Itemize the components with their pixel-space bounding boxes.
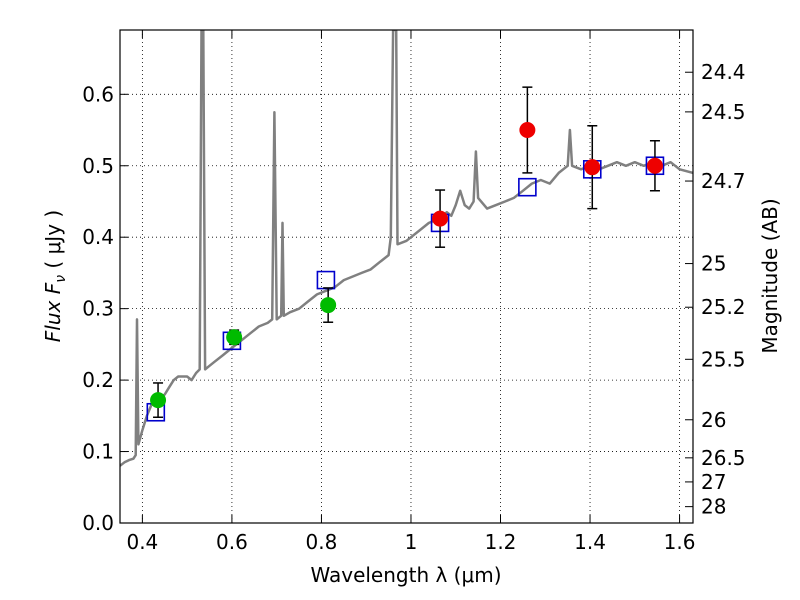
x-tick-label: 1	[405, 530, 418, 554]
x-tick-label: 0.4	[126, 530, 158, 554]
y2-axis-label: Magnitude (AB)	[758, 198, 782, 353]
x-tick-label: 1.6	[664, 530, 696, 554]
spectrum-line	[120, 30, 693, 467]
photometry-point	[432, 210, 449, 227]
y-axis-label-subscript: ν	[53, 275, 69, 283]
y-tick-label: 0.4	[82, 225, 114, 249]
plot-area	[120, 30, 693, 467]
photometry-point	[226, 329, 243, 346]
mag-tick-label: 25.2	[701, 295, 746, 319]
photometry-point	[150, 392, 167, 409]
mag-tick-label: 26	[701, 408, 726, 432]
mag-tick-label: 25	[701, 252, 726, 276]
mag-tick-label: 24.7	[701, 169, 746, 193]
y-tick-label: 0.2	[82, 368, 114, 392]
tick-labels: 0.4 0.6 0.8 1 1.2 1.4 1.6 0.0 0.1 0.2 0.3 0.4 0.5 0.6…	[82, 60, 745, 554]
mag-tick-label: 25.5	[701, 347, 746, 371]
x-axis-label: Wavelength λ (μm)	[310, 563, 501, 587]
photometry-point	[584, 159, 601, 176]
y-axis-label-unit: ( μJy )	[41, 210, 65, 275]
y-tick-label: 0.3	[82, 297, 114, 321]
y-tick-label: 0.1	[82, 440, 114, 464]
photometry-point	[519, 122, 536, 139]
data-markers	[146, 86, 665, 422]
x-tick-label: 0.6	[216, 530, 248, 554]
photometry-point	[320, 297, 337, 314]
y-tick-label: 0.0	[82, 511, 114, 535]
photometry-point	[646, 157, 663, 174]
y-tick-label: 0.5	[82, 154, 114, 178]
y-tick-label: 0.6	[82, 82, 114, 106]
x-tick-label: 1.2	[485, 530, 517, 554]
model-square-marker	[316, 270, 336, 290]
x-tick-label: 0.8	[306, 530, 338, 554]
mag-tick-label: 27	[701, 470, 726, 494]
x-tick-label: 1.4	[574, 530, 606, 554]
mag-tick-label: 24.5	[701, 100, 746, 124]
y-axis-label-main: Flux F	[41, 282, 65, 342]
mag-tick-label: 28	[701, 495, 726, 519]
plot-frame	[119, 29, 694, 524]
mag-tick-label: 24.4	[701, 60, 746, 84]
mag-tick-label: 26.5	[701, 446, 746, 470]
y-axis-label: Flux Fν ( μJy )	[41, 210, 69, 342]
model-square-marker	[518, 177, 537, 197]
grid-lines	[120, 30, 693, 523]
axis-ticks	[120, 30, 693, 524]
